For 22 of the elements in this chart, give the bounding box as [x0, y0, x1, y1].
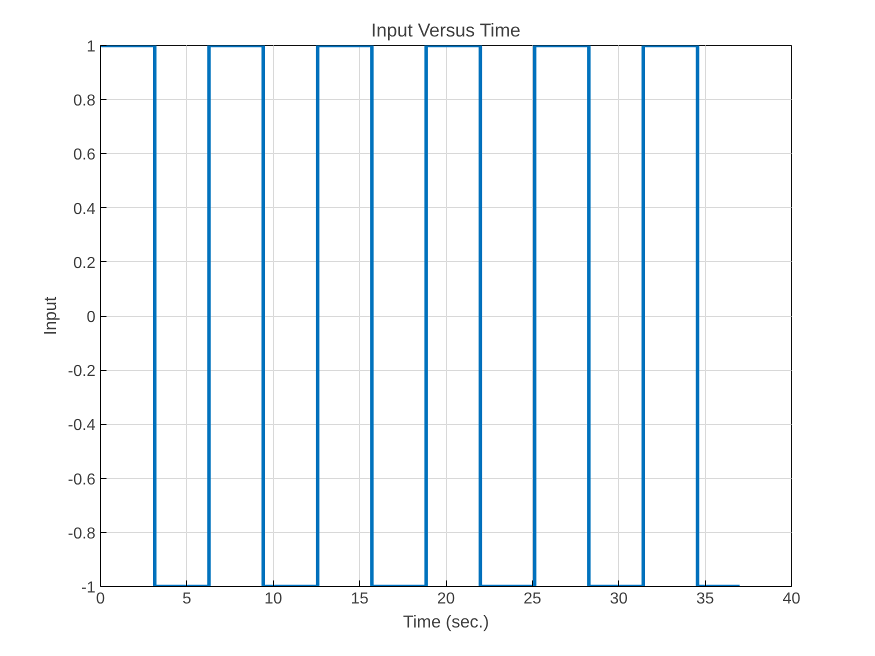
- y-tick-label: 0.4: [73, 200, 96, 218]
- x-tick-label: 35: [696, 590, 714, 608]
- y-tick-label: -0.4: [68, 417, 96, 434]
- y-axis-title: Input: [40, 296, 60, 336]
- y-tick-label: -0.8: [68, 525, 96, 542]
- chart-title: Input Versus Time: [371, 20, 520, 40]
- x-tick-label: 10: [264, 590, 282, 608]
- x-tick-label: 20: [437, 590, 455, 608]
- y-tick-label: 0.8: [73, 92, 96, 110]
- y-tick-label: 0.6: [73, 146, 96, 164]
- x-tick-label: 5: [182, 590, 192, 608]
- y-tick-label: -1: [81, 580, 96, 596]
- y-tick-label: 0.2: [73, 254, 96, 272]
- x-axis-title: Time (sec.): [403, 612, 489, 632]
- x-tick-label: 40: [782, 590, 800, 608]
- x-tick-label: 15: [350, 590, 369, 608]
- x-tick-label: 30: [610, 590, 628, 608]
- y-tick-label: 0: [86, 309, 96, 326]
- y-tick-label: 1: [86, 38, 96, 56]
- x-tick-label: 25: [523, 590, 542, 608]
- y-tick-label: -0.6: [68, 471, 96, 488]
- y-tick-label: -0.2: [68, 363, 96, 380]
